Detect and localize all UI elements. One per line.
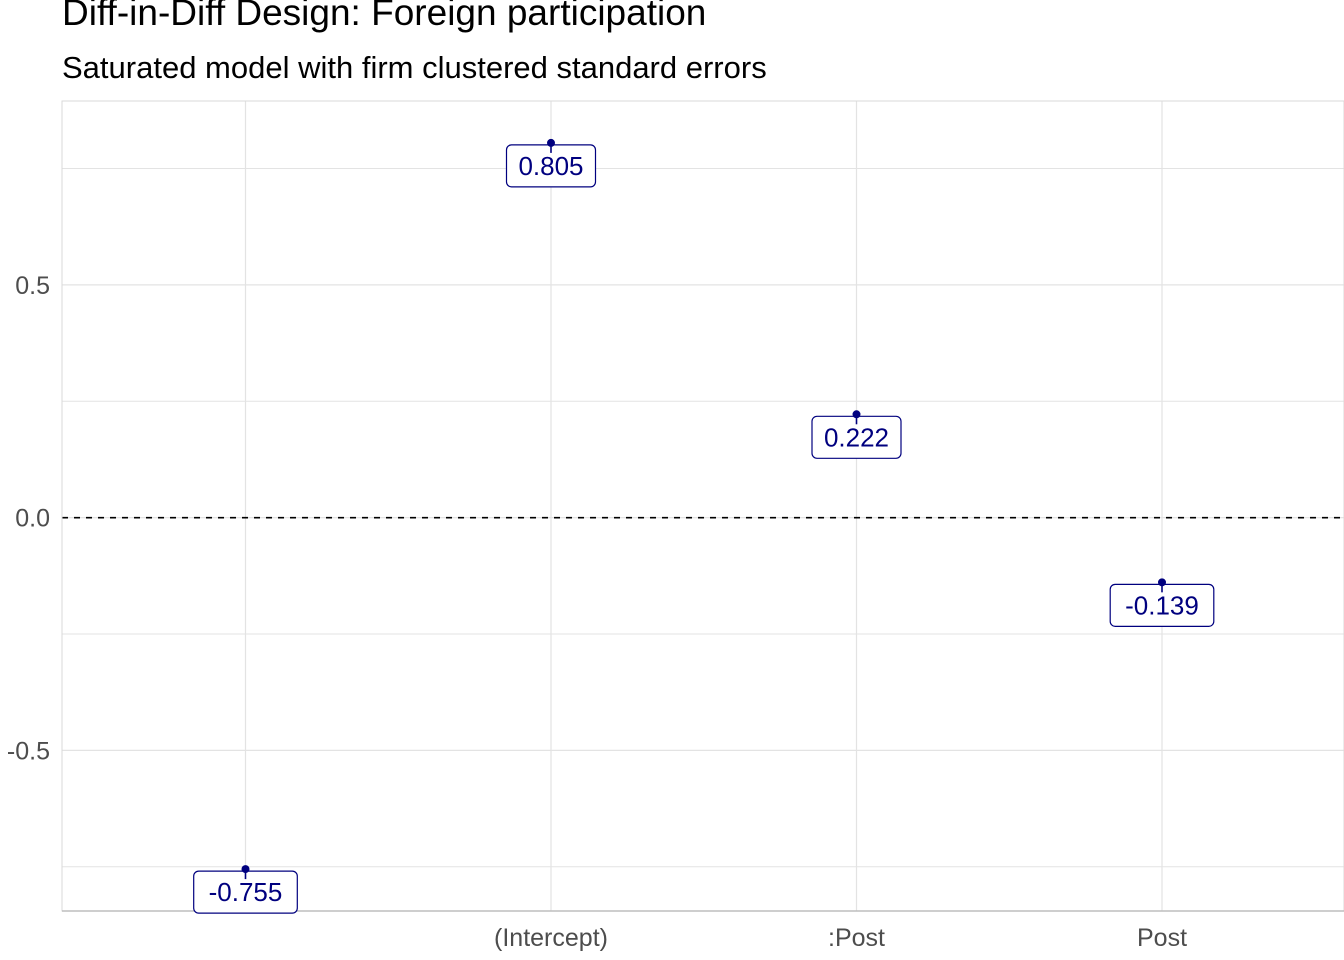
data-point-group: 0.222	[811, 410, 902, 459]
panel-border	[61, 100, 1344, 912]
x-tick-label: Post	[1137, 924, 1187, 952]
data-point	[241, 865, 250, 874]
data-point-group: -0.139	[1109, 578, 1215, 627]
data-point	[1158, 578, 1166, 587]
data-point	[852, 410, 861, 419]
y-tick-label: 0.5	[15, 272, 50, 300]
data-points: -0.755 0.805 0.222 -0.139	[193, 138, 1215, 914]
data-label: 0.222	[824, 422, 889, 452]
data-point-group: 0.805	[505, 138, 597, 188]
axes	[61, 100, 1344, 912]
y-tick-label: 0.0	[15, 505, 50, 533]
x-tick-label: (Intercept)	[494, 924, 608, 952]
data-label: -0.755	[209, 877, 283, 907]
data-point-group: -0.755	[193, 865, 298, 914]
chart-title: Diff-in-Diff Design: Foreign participati…	[62, 0, 707, 33]
data-point	[547, 138, 555, 147]
grid-lines	[62, 101, 1344, 911]
x-tick-label: :Post	[828, 924, 885, 952]
data-label: 0.805	[518, 151, 583, 181]
chart-subtitle: Saturated model with firm clustered stan…	[62, 50, 767, 85]
tick-labels: -0.5 0.0 0.5 (Intercept) :Post Post	[7, 272, 1187, 952]
data-label: -0.139	[1125, 590, 1199, 620]
y-tick-label: -0.5	[7, 737, 50, 765]
